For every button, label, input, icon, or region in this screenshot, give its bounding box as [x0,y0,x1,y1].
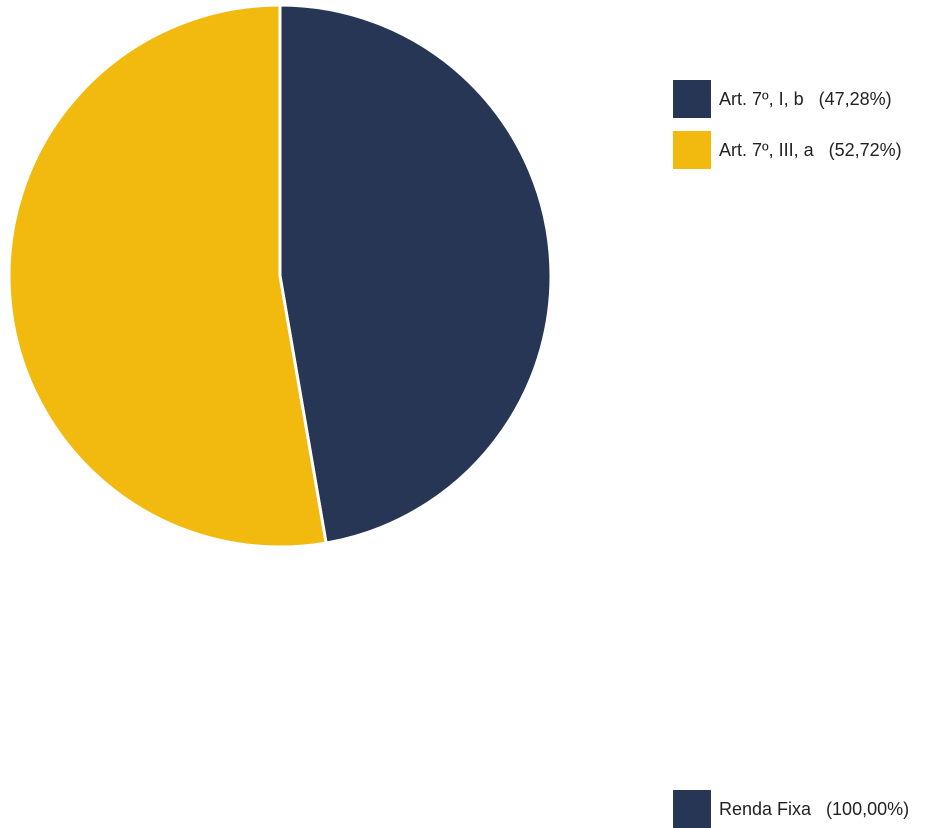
legend-item-art-7-i-b: Art. 7º, I, b (47,28%) [673,80,902,118]
legend-articles: Art. 7º, I, b (47,28%) Art. 7º, III, a (… [673,80,902,169]
pie-slice-0 [278,3,553,545]
legend-segments: Renda Fixa (100,00%) [673,790,909,828]
legend-label: Art. 7º, I, b (47,28%) [719,88,892,109]
legend-item-art-7-iii-a: Art. 7º, III, a (52,72%) [673,131,902,169]
legend-item-renda-fixa: Renda Fixa (100,00%) [673,790,909,828]
legend-label: Art. 7º, III, a (52,72%) [719,139,902,160]
legend-swatch [673,790,711,828]
legend-swatch [673,80,711,118]
legend-label: Renda Fixa (100,00%) [719,798,910,819]
pie-slice-1 [7,3,328,549]
legend-swatch [673,131,711,169]
